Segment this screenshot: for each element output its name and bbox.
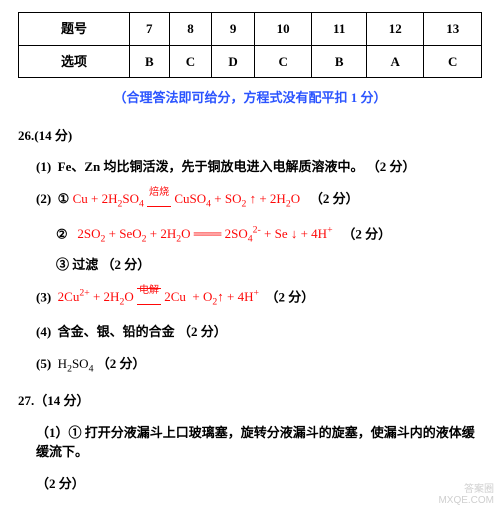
q26-3: (3) 2Cu2+ + 2H2O 电解 2Cu + O2↑ + 4H+ （2 分… [36,287,482,311]
points: （2 分） [265,289,314,304]
points: （2 分） [310,191,359,206]
idx: (2) [36,191,51,206]
answer-cell: A [367,45,424,78]
points: （2 分） [178,324,227,339]
q26-2-3: ③ 过滤 （2 分） [56,255,482,275]
q27-heading: 27.（14 分） [18,391,482,411]
idx: (4) [36,324,51,339]
col-head: 11 [312,13,367,46]
equation: Cu + 2H2SO4 焙烧 CuSO4 + SO2 ↑ + 2H2O [73,191,301,206]
watermark: 答案圈 MXQE.COM [438,484,494,506]
row-label: 选项 [19,45,130,78]
idx: (5) [36,356,51,371]
answer-cell: D [212,45,255,78]
q26-1: (1) Fe、Zn 均比铜活泼，先于铜放电进入电解质溶液中。 （2 分） [36,157,482,177]
col-head: 8 [169,13,212,46]
equation: 2Cu2+ + 2H2O 电解 2Cu + O2↑ + 4H+ [58,289,259,304]
col-head: 7 [129,13,169,46]
answer-table: 题号 7 8 9 10 11 12 13 选项 B C D C B A C [18,12,482,78]
points: （2 分） [342,226,391,241]
q26-4: (4) 含金、银、铅的合金 （2 分） [36,322,482,342]
sub-idx: ① [58,191,70,206]
answer-cell: B [312,45,367,78]
q26-2-2: ② 2SO2 + SeO2 + 2H2O ═══ 2SO42- + Se ↓ +… [56,224,482,248]
equation: 2SO2 + SeO2 + 2H2O ═══ 2SO42- + Se ↓ + 4… [77,226,332,241]
points: （2 分） [102,257,151,272]
answer-cell: C [169,45,212,78]
idx: （1）① [36,425,82,440]
idx: (1) [36,159,51,174]
sub-idx: ② [56,226,68,241]
q26-2: (2) ① Cu + 2H2SO4 焙烧 CuSO4 + SO2 ↑ + 2H2… [36,189,482,212]
idx: (3) [36,289,51,304]
col-head: 13 [424,13,482,46]
answer-cell: C [424,45,482,78]
points: （2 分） [97,356,146,371]
q26-5: (5) H2SO4 （2 分） [36,354,482,377]
sub-idx: ③ [56,257,69,272]
grading-note: （合理答法即可给分，方程式没有配平扣 1 分） [18,88,482,108]
text: 过滤 [72,257,98,272]
q27-1-pts: （2 分） [36,474,482,494]
col-head: 9 [212,13,255,46]
points: （2 分） [36,476,85,491]
text: Fe、Zn 均比铜活泼，先于铜放电进入电解质溶液中。 [58,159,364,174]
answer-cell: C [254,45,311,78]
answer-cell: B [129,45,169,78]
text: H2SO4 [58,356,94,371]
q26-heading: 26.(14 分) [18,126,482,146]
watermark-line1: 答案圈 [438,484,494,495]
col-head: 12 [367,13,424,46]
row-label: 题号 [19,13,130,46]
col-head: 10 [254,13,311,46]
watermark-line2: MXQE.COM [438,495,494,506]
text: 打开分液漏斗上口玻璃塞，旋转分液漏斗的旋塞，使漏斗内的液体缓缓流下。 [36,425,475,460]
text: 含金、银、铅的合金 [58,324,175,339]
points: （2 分） [367,159,416,174]
q27-1: （1）① 打开分液漏斗上口玻璃塞，旋转分液漏斗的旋塞，使漏斗内的液体缓缓流下。 [36,423,482,462]
